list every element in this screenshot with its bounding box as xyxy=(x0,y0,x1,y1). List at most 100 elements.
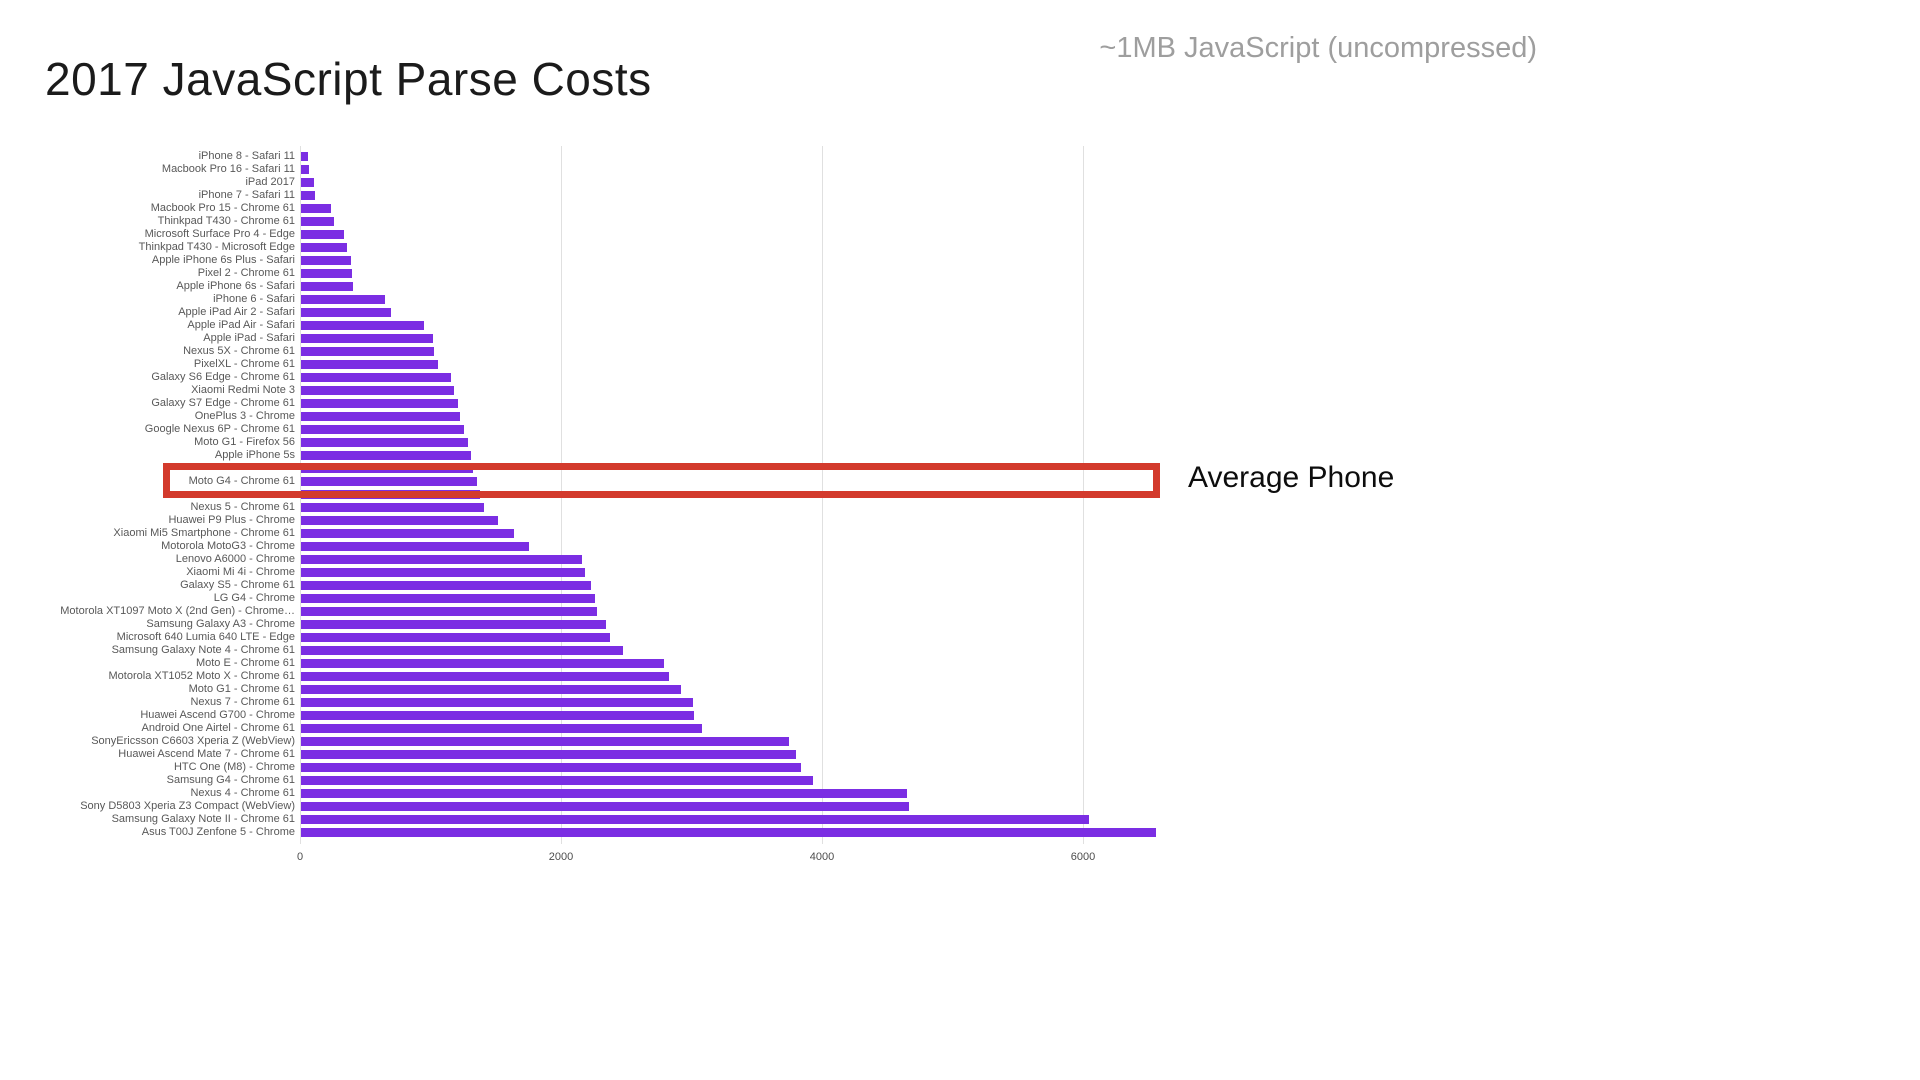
bar-row: Nexus 4 - Chrome 61 xyxy=(0,787,1600,800)
bar-row: iPad 2017 xyxy=(0,176,1600,189)
bar-label: Huawei Ascend Mate 7 - Chrome 61 xyxy=(118,748,295,760)
bar-label: Thinkpad T430 - Chrome 61 xyxy=(157,215,295,227)
bar xyxy=(301,516,499,525)
bar-row: Apple iPad Air - Safari xyxy=(0,319,1600,332)
bar-label: OnePlus 3 - Chrome xyxy=(194,410,295,422)
bar-label: iPhone 8 - Safari 11 xyxy=(198,150,295,162)
bar-row: Apple iPhone 6s Plus - Safari xyxy=(0,254,1600,267)
bar-row: Huawei Ascend G700 - Chrome xyxy=(0,709,1600,722)
bar-label: Google Nexus 6P - Chrome 61 xyxy=(144,423,295,435)
bar-label: Macbook Pro 16 - Safari 11 xyxy=(161,163,295,175)
bar xyxy=(301,165,309,174)
bar xyxy=(301,685,681,694)
bar-label: Macbook Pro 15 - Chrome 61 xyxy=(150,202,295,214)
bar-label: iPhone 6 - Safari xyxy=(213,293,295,305)
bar-label: Motorola XT1052 Moto X - Chrome 61 xyxy=(108,670,295,682)
bar xyxy=(301,750,796,759)
bar-label: Android One Airtel - Chrome 61 xyxy=(141,722,295,734)
bar-row: Motorola XT1052 Moto X - Chrome 61 xyxy=(0,670,1600,683)
bar xyxy=(301,269,352,278)
bar-label: Moto E - Chrome 61 xyxy=(195,657,295,669)
bar xyxy=(301,802,910,811)
bar-label: HTC One (M8) - Chrome xyxy=(173,761,295,773)
bar-label: iPhone 7 - Safari 11 xyxy=(198,189,295,201)
bar xyxy=(301,321,424,330)
bar-row: Galaxy S5 - Chrome 61 xyxy=(0,579,1600,592)
bar xyxy=(301,776,813,785)
bar-label: Lenovo A6000 - Chrome xyxy=(175,553,295,565)
bar-label: Apple iPad Air 2 - Safari xyxy=(178,306,295,318)
bar-row: Nexus 5X - Chrome 61 xyxy=(0,345,1600,358)
bar-row: Sony D5803 Xperia Z3 Compact (WebView) xyxy=(0,800,1600,813)
bar xyxy=(301,308,392,317)
bar xyxy=(301,243,347,252)
bar-row: Nexus 5 - Chrome 61 xyxy=(0,501,1600,514)
bar-row: Xiaomi Redmi Note 3 xyxy=(0,384,1600,397)
bar-row: Nexus 7 - Chrome 61 xyxy=(0,696,1600,709)
bar xyxy=(301,425,465,434)
bar-chart: iPhone 8 - Safari 11 Macbook Pro 16 - Saf… xyxy=(0,146,1920,878)
bar xyxy=(301,581,591,590)
bar-row: HTC One (M8) - Chrome xyxy=(0,761,1600,774)
bar-row: Samsung Galaxy Note 4 - Chrome 61 xyxy=(0,644,1600,657)
bar-label: Apple iPhone 5s xyxy=(214,449,295,461)
bar-label: Nexus 7 - Chrome 61 xyxy=(190,696,295,708)
bar-row: Xiaomi Mi 4i - Chrome xyxy=(0,566,1600,579)
bar xyxy=(301,659,664,668)
bar xyxy=(301,230,345,239)
bar-label: Xiaomi Redmi Note 3 xyxy=(191,384,295,396)
bar-row: Google Nexus 6P - Chrome 61 xyxy=(0,423,1600,436)
bar-label: Galaxy S7 Edge - Chrome 61 xyxy=(151,397,295,409)
bar-label: Apple iPhone 6s - Safari xyxy=(176,280,295,292)
bar xyxy=(301,295,385,304)
bar xyxy=(301,360,439,369)
bar-row: Apple iPhone 5s xyxy=(0,449,1600,462)
bar xyxy=(301,620,607,629)
bar-label: Sony D5803 Xperia Z3 Compact (WebView) xyxy=(80,800,295,812)
bar-row: Samsung G4 - Chrome 61 xyxy=(0,774,1600,787)
bar-row: Moto G1 - Firefox 56 xyxy=(0,436,1600,449)
bar xyxy=(301,646,624,655)
bar xyxy=(301,711,694,720)
bar-label: LG G4 - Chrome xyxy=(213,592,295,604)
bar xyxy=(301,555,582,564)
bar xyxy=(301,477,478,486)
bar-label: iPad 2017 xyxy=(245,176,295,188)
bar xyxy=(301,789,907,798)
bar-label: Samsung G4 - Chrome 61 xyxy=(166,774,295,786)
average-phone-label: Average Phone xyxy=(1188,461,1395,494)
bar-label: Motorola MotoG3 - Chrome xyxy=(161,540,295,552)
bar-row: Android One Airtel - Chrome 61 xyxy=(0,722,1600,735)
bar-row: iPhone 6 - Safari xyxy=(0,293,1600,306)
bar-row: OnePlus 3 - Chrome xyxy=(0,410,1600,423)
bar xyxy=(301,204,331,213)
bar xyxy=(301,503,484,512)
bar-row: Microsoft Surface Pro 4 - Edge xyxy=(0,228,1600,241)
bar-label: PixelXL - Chrome 61 xyxy=(193,358,295,370)
bar-label: Samsung Galaxy Note 4 - Chrome 61 xyxy=(111,644,295,656)
bar-label: Nexus 5X - Chrome 61 xyxy=(183,345,295,357)
x-tick-label: 0 xyxy=(296,851,304,863)
bar xyxy=(301,594,595,603)
bar-row: Thinkpad T430 - Microsoft Edge xyxy=(0,241,1600,254)
bar xyxy=(301,698,693,707)
bar-row: Macbook Pro 16 - Safari 11 xyxy=(0,163,1600,176)
bar-row: Huawei Ascend Mate 7 - Chrome 61 xyxy=(0,748,1600,761)
bar-row: SonyEricsson C6603 Xperia Z (WebView) xyxy=(0,735,1600,748)
bar-row: Microsoft 640 Lumia 640 LTE - Edge xyxy=(0,631,1600,644)
page-title: 2017 JavaScript Parse Costs xyxy=(45,53,652,105)
bar-label: Thinkpad T430 - Microsoft Edge xyxy=(138,241,295,253)
bar xyxy=(301,178,315,187)
bar xyxy=(301,737,790,746)
bar-label: Huawei P9 Plus - Chrome xyxy=(168,514,295,526)
bar xyxy=(301,542,530,551)
bar xyxy=(301,633,611,642)
bar-row: PixelXL - Chrome 61 xyxy=(0,358,1600,371)
bar-label: Samsung Galaxy Note II - Chrome 61 xyxy=(111,813,295,825)
bar xyxy=(301,451,471,460)
bar xyxy=(301,256,351,265)
bar-label: Microsoft 640 Lumia 640 LTE - Edge xyxy=(116,631,295,643)
bar-row: LG G4 - Chrome xyxy=(0,592,1600,605)
bar-label: Motorola XT1097 Moto X (2nd Gen) - Chrom… xyxy=(60,605,295,617)
